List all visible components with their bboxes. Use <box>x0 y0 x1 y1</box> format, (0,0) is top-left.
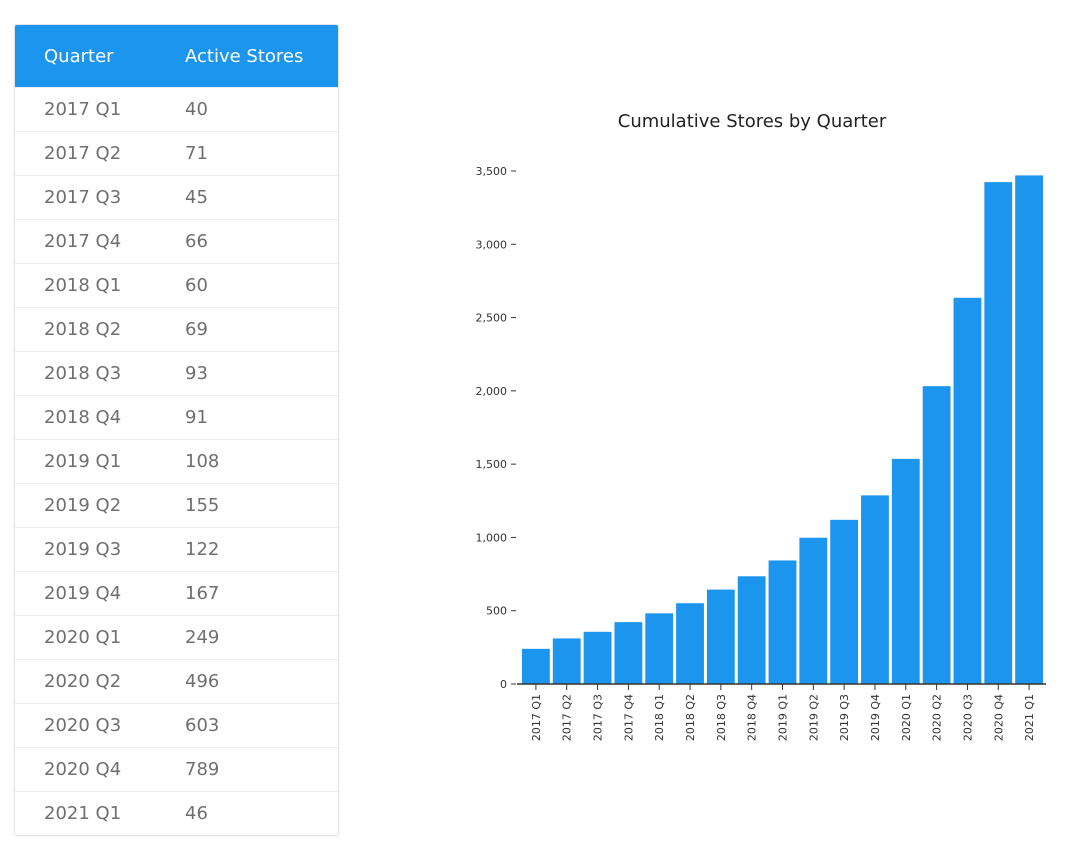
x-tick-label: 2017 Q1 <box>530 694 543 741</box>
bar[interactable] <box>830 519 859 684</box>
cell-quarter: 2019 Q3 <box>44 539 122 560</box>
cell-active-stores: 167 <box>185 583 220 604</box>
table-row: 2020 Q4 789 <box>15 747 338 791</box>
x-tick-label: 2017 Q3 <box>592 694 605 741</box>
x-tick-label: 2021 Q1 <box>1023 694 1036 741</box>
table-row: 2018 Q3 93 <box>15 351 338 395</box>
cell-quarter: 2017 Q1 <box>44 99 122 120</box>
bar[interactable] <box>676 603 704 684</box>
bar[interactable] <box>861 495 889 684</box>
y-tick-label: 2,000 <box>476 385 508 398</box>
bar[interactable] <box>984 182 1013 684</box>
cell-active-stores: 71 <box>185 143 208 164</box>
cell-active-stores: 69 <box>185 319 208 340</box>
bar[interactable] <box>583 631 612 684</box>
cell-active-stores: 108 <box>185 451 220 472</box>
cell-quarter: 2017 Q2 <box>44 143 122 164</box>
cell-active-stores: 60 <box>185 275 208 296</box>
table-row: 2020 Q3 603 <box>15 703 338 747</box>
table-row: 2019 Q3 122 <box>15 527 338 571</box>
bar[interactable] <box>799 537 828 684</box>
table-row: 2020 Q1 249 <box>15 615 338 659</box>
cell-quarter: 2017 Q3 <box>44 187 122 208</box>
cell-active-stores: 46 <box>185 803 208 824</box>
table-row: 2018 Q1 60 <box>15 263 338 307</box>
bar[interactable] <box>706 589 735 684</box>
x-tick-label: 2020 Q1 <box>900 694 913 741</box>
bar[interactable] <box>645 613 674 684</box>
x-tick-label: 2019 Q4 <box>869 694 882 741</box>
cell-quarter: 2021 Q1 <box>44 803 122 824</box>
cell-quarter: 2020 Q4 <box>44 759 122 780</box>
x-tick-label: 2018 Q1 <box>653 694 666 741</box>
header-active-stores[interactable]: Active Stores <box>185 45 304 67</box>
cell-active-stores: 603 <box>185 715 220 736</box>
cell-quarter: 2020 Q1 <box>44 627 122 648</box>
x-tick-label: 2018 Q3 <box>715 694 728 741</box>
bar[interactable] <box>552 638 581 684</box>
x-tick-label: 2020 Q2 <box>931 694 944 741</box>
cell-active-stores: 122 <box>185 539 220 560</box>
bar[interactable] <box>768 560 797 684</box>
bar[interactable] <box>922 386 951 684</box>
y-tick-label: 0 <box>500 678 507 691</box>
table-row: 2019 Q1 108 <box>15 439 338 483</box>
x-tick-label: 2019 Q3 <box>838 694 851 741</box>
y-tick-label: 1,500 <box>476 458 508 471</box>
stores-table: Quarter Active Stores 2017 Q1 40 2017 Q2 71… <box>14 24 339 836</box>
table-row: 2020 Q2 496 <box>15 659 338 703</box>
bar[interactable] <box>953 297 982 684</box>
bar[interactable] <box>614 622 643 684</box>
cell-quarter: 2018 Q1 <box>44 275 122 296</box>
table-row: 2017 Q1 40 <box>15 87 338 131</box>
bar[interactable] <box>522 648 550 684</box>
y-tick-label: 2,500 <box>476 312 508 325</box>
table-row: 2021 Q1 46 <box>15 791 338 835</box>
y-tick-label: 3,000 <box>476 238 508 251</box>
table-row: 2017 Q3 45 <box>15 175 338 219</box>
table-row: 2019 Q4 167 <box>15 571 338 615</box>
cell-active-stores: 66 <box>185 231 208 252</box>
x-tick-label: 2020 Q4 <box>992 694 1005 741</box>
table-header: Quarter Active Stores <box>15 25 338 87</box>
table-row: 2018 Q4 91 <box>15 395 338 439</box>
x-tick-label: 2017 Q2 <box>561 694 574 741</box>
x-tick-label: 2018 Q4 <box>746 694 759 741</box>
cell-active-stores: 91 <box>185 407 208 428</box>
table-row: 2018 Q2 69 <box>15 307 338 351</box>
cell-active-stores: 249 <box>185 627 220 648</box>
chart-title: Cumulative Stores by Quarter <box>618 111 887 132</box>
cell-quarter: 2018 Q4 <box>44 407 122 428</box>
cell-active-stores: 155 <box>185 495 220 516</box>
cell-quarter: 2018 Q3 <box>44 363 122 384</box>
y-tick-label: 3,500 <box>476 165 508 178</box>
cell-active-stores: 496 <box>185 671 220 692</box>
x-tick-label: 2018 Q2 <box>684 694 697 741</box>
cell-quarter: 2018 Q2 <box>44 319 122 340</box>
table-row: 2019 Q2 155 <box>15 483 338 527</box>
bar[interactable] <box>1015 175 1043 684</box>
cell-active-stores: 45 <box>185 187 208 208</box>
table-row: 2017 Q4 66 <box>15 219 338 263</box>
cell-quarter: 2019 Q2 <box>44 495 122 516</box>
table-row: 2017 Q2 71 <box>15 131 338 175</box>
cell-active-stores: 93 <box>185 363 208 384</box>
y-tick-label: 1,000 <box>476 531 508 544</box>
cell-active-stores: 789 <box>185 759 220 780</box>
cell-quarter: 2019 Q4 <box>44 583 122 604</box>
y-tick-label: 500 <box>486 605 507 618</box>
cell-quarter: 2017 Q4 <box>44 231 122 252</box>
x-tick-label: 2017 Q4 <box>622 694 635 741</box>
x-tick-label: 2020 Q3 <box>961 694 974 741</box>
x-tick-label: 2019 Q2 <box>807 694 820 741</box>
bar[interactable] <box>891 458 920 684</box>
header-quarter[interactable]: Quarter <box>44 45 114 67</box>
cell-quarter: 2019 Q1 <box>44 451 122 472</box>
cell-active-stores: 40 <box>185 99 208 120</box>
cell-quarter: 2020 Q2 <box>44 671 122 692</box>
cell-quarter: 2020 Q3 <box>44 715 122 736</box>
bar[interactable] <box>737 576 766 684</box>
x-tick-label: 2019 Q1 <box>777 694 790 741</box>
